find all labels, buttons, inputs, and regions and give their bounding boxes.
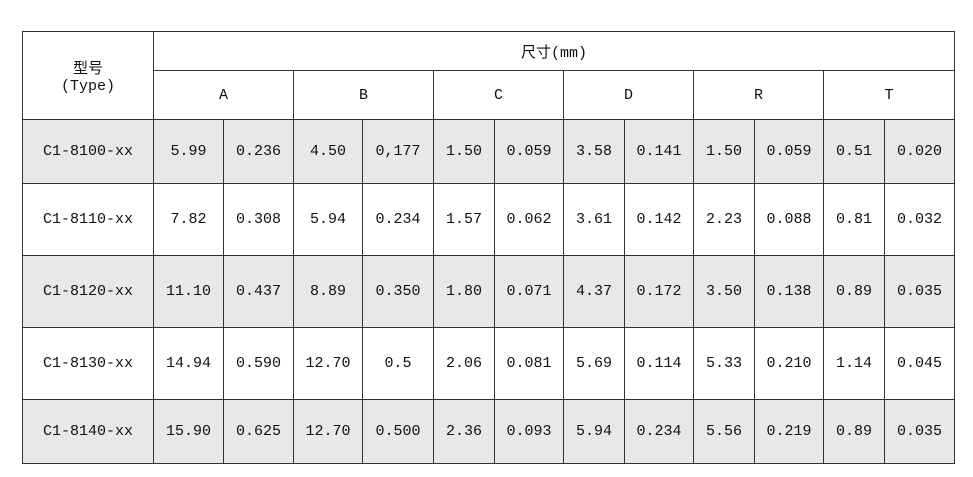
value-cell: 0,177 <box>362 119 434 184</box>
value-cell: 1.57 <box>433 183 495 256</box>
column-header: B <box>293 70 434 120</box>
value-cell: 0.141 <box>624 119 694 184</box>
value-cell: 3.58 <box>563 119 625 184</box>
model-cell: C1-8140-xx <box>22 399 154 464</box>
value-cell: 4.37 <box>563 255 625 328</box>
value-cell: 0.236 <box>223 119 294 184</box>
value-cell: 5.99 <box>153 119 224 184</box>
value-cell: 5.69 <box>563 327 625 400</box>
value-cell: 5.94 <box>563 399 625 464</box>
value-cell: 5.33 <box>693 327 755 400</box>
value-cell: 0.093 <box>494 399 564 464</box>
value-cell: 4.50 <box>293 119 363 184</box>
value-cell: 0.088 <box>754 183 824 256</box>
value-cell: 0.035 <box>883 255 956 328</box>
value-cell: 0.138 <box>754 255 824 328</box>
value-cell: 15.90 <box>153 399 224 464</box>
column-header: R <box>693 70 824 120</box>
value-cell: 1.14 <box>823 327 885 400</box>
model-label: 型号 <box>72 60 103 78</box>
value-cell: 1.50 <box>433 119 495 184</box>
value-cell: 11.10 <box>153 255 224 328</box>
model-cell: C1-8120-xx <box>22 255 154 328</box>
value-cell: 0.625 <box>223 399 294 464</box>
column-header: C <box>433 70 564 120</box>
value-cell: 0.234 <box>624 399 694 464</box>
value-cell: 0.062 <box>494 183 564 256</box>
data-row: C1-8100-xx 5.99 0.236 4.50 0,177 1.50 0.059 3.5… <box>22 119 956 184</box>
value-cell: 3.61 <box>563 183 625 256</box>
value-cell: 0.035 <box>883 399 956 464</box>
value-cell: 0.51 <box>823 119 885 184</box>
value-cell: 1.50 <box>693 119 755 184</box>
value-cell: 0.350 <box>362 255 434 328</box>
data-row: C1-8110-xx 7.82 0.308 5.94 0.234 1.57 0.062 3.6… <box>22 183 956 256</box>
value-cell: 0.032 <box>883 183 956 256</box>
value-cell: 0.89 <box>823 255 885 328</box>
value-cell: 0.234 <box>362 183 434 256</box>
value-cell: 0.071 <box>494 255 564 328</box>
value-cell: 0.500 <box>362 399 434 464</box>
column-header: T <box>822 70 956 120</box>
value-cell: 0.081 <box>494 327 564 400</box>
value-cell: 14.94 <box>153 327 224 400</box>
value-cell: 0.437 <box>223 255 294 328</box>
value-cell: 0.308 <box>223 183 294 256</box>
value-cell: 0.059 <box>494 119 564 184</box>
model-cell: C1-8100-xx <box>22 119 154 184</box>
value-cell: 0.172 <box>624 255 694 328</box>
header-row: 型号 (Type) 尺寸(mm) <box>22 31 956 120</box>
value-cell: 0.059 <box>754 119 824 184</box>
value-cell: 12.70 <box>293 327 363 400</box>
value-cell: 3.50 <box>693 255 755 328</box>
dimension-header: 尺寸(mm) <box>152 31 956 71</box>
model-sub-label: (Type) <box>60 77 115 95</box>
model-cell: C1-8110-xx <box>22 183 154 256</box>
value-cell: 0.89 <box>823 399 885 464</box>
model-header: 型号 (Type) <box>22 31 154 120</box>
value-cell: 0.210 <box>754 327 824 400</box>
model-cell: C1-8130-xx <box>22 327 154 400</box>
column-header: D <box>563 70 694 120</box>
value-cell: 2.06 <box>433 327 495 400</box>
data-row: C1-8140-xx 15.90 0.625 12.70 0.500 2.36 0.093 5… <box>22 399 956 464</box>
value-cell: 0.045 <box>883 327 956 400</box>
value-cell: 2.23 <box>693 183 755 256</box>
value-cell: 7.82 <box>153 183 224 256</box>
value-cell: 0.114 <box>624 327 694 400</box>
value-cell: 8.89 <box>293 255 363 328</box>
value-cell: 0.142 <box>624 183 694 256</box>
value-cell: 0.81 <box>823 183 885 256</box>
value-cell: 5.56 <box>693 399 755 464</box>
column-header: A <box>153 70 294 120</box>
data-row: C1-8120-xx 11.10 0.437 8.89 0.350 1.80 0.071 4.… <box>22 255 956 328</box>
value-cell: 0.219 <box>754 399 824 464</box>
value-cell: 1.80 <box>433 255 495 328</box>
value-cell: 2.36 <box>433 399 495 464</box>
value-cell: 0.5 <box>362 327 434 400</box>
value-cell: 0.020 <box>883 119 956 184</box>
value-cell: 0.590 <box>223 327 294 400</box>
data-row: C1-8130-xx 14.94 0.590 12.70 0.5 2.06 0.081 5.6… <box>22 327 956 400</box>
value-cell: 12.70 <box>293 399 363 464</box>
value-cell: 5.94 <box>293 183 363 256</box>
